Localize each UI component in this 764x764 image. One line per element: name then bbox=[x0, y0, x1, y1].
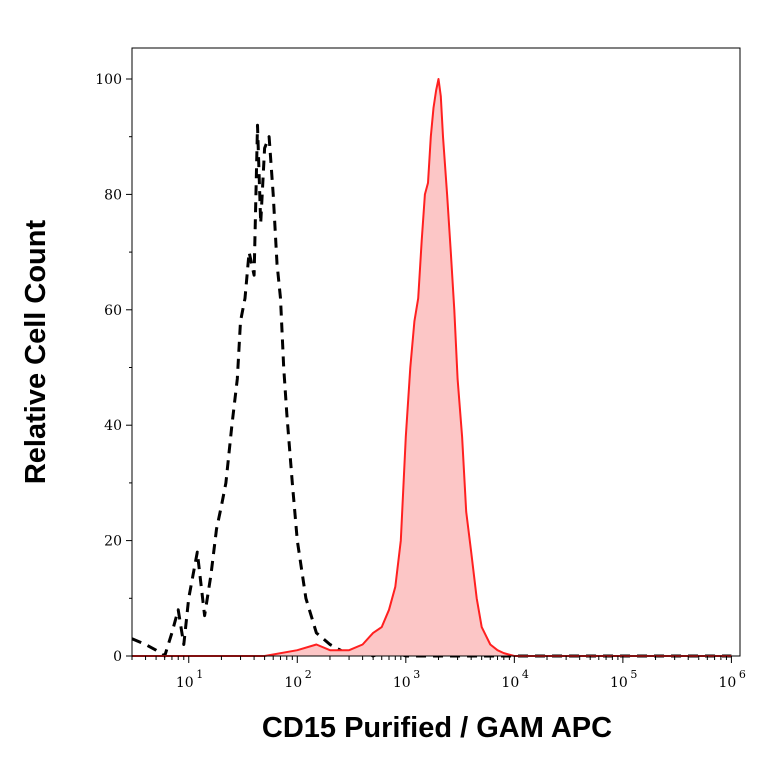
y-tick-label: 40 bbox=[104, 418, 122, 434]
series-1-area bbox=[132, 79, 732, 656]
y-tick-label: 20 bbox=[104, 534, 122, 550]
series-1-line bbox=[132, 78, 732, 657]
x-tick-label: 10 bbox=[393, 675, 411, 691]
x-tick-exponent: 5 bbox=[630, 668, 637, 681]
x-tick-exponent: 4 bbox=[522, 668, 529, 681]
axes-layer bbox=[131, 48, 740, 657]
y-axis-title: Relative Cell Count bbox=[20, 220, 52, 485]
x-tick-exponent: 3 bbox=[413, 668, 420, 681]
x-tick-exponent: 1 bbox=[196, 668, 203, 681]
y-tick-label: 100 bbox=[95, 72, 122, 88]
x-tick-exponent: 6 bbox=[739, 668, 746, 681]
x-tick-exponent: 2 bbox=[305, 668, 312, 681]
y-axis-ticks: 0 20 40 60 80 100 bbox=[95, 72, 132, 665]
y-tick-label: 0 bbox=[113, 649, 122, 665]
y-tick-label: 80 bbox=[104, 187, 122, 203]
series-layer bbox=[131, 78, 732, 658]
x-tick-label: 10 bbox=[176, 675, 194, 691]
x-tick-label: 10 bbox=[284, 675, 302, 691]
x-tick-label: 10 bbox=[718, 675, 736, 691]
x-tick-label: 10 bbox=[501, 675, 519, 691]
x-axis-title: CD15 Purified / GAM APC bbox=[262, 712, 612, 744]
y-tick-label: 60 bbox=[104, 303, 122, 319]
x-tick-label: 10 bbox=[610, 675, 628, 691]
